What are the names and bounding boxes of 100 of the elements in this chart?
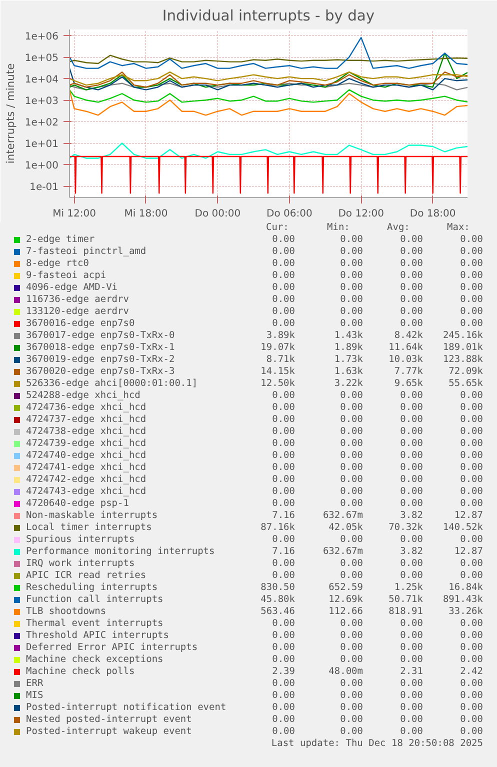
text: 0.00 <box>460 474 483 485</box>
text: 0.00 <box>271 642 295 654</box>
text: 0.00 <box>400 498 423 509</box>
text: 2.39 <box>271 666 295 678</box>
text: 0.00 <box>340 450 363 461</box>
text: 70.32k <box>388 522 423 533</box>
y-tick-label: 1e+00 <box>24 160 59 172</box>
text: 0.00 <box>400 678 423 689</box>
text: 0.00 <box>400 558 423 569</box>
text: 16.84k <box>448 582 483 593</box>
legend-label: APIC ICR read retries <box>26 570 146 582</box>
text: 0.00 <box>271 258 295 270</box>
legend-label: Threshold APIC interrupts <box>26 630 169 642</box>
text: 1.43k <box>334 330 363 341</box>
legend-label: ERR <box>26 678 44 690</box>
text: 3.82 <box>400 546 423 557</box>
text: 0.00 <box>271 678 295 690</box>
text: 0.00 <box>400 318 423 329</box>
text: 12.50k <box>260 378 295 390</box>
text: 0.00 <box>340 306 363 317</box>
text: 0.00 <box>400 270 423 281</box>
text: 3.22k <box>334 378 363 389</box>
text: 0.00 <box>271 474 295 486</box>
text: 1.63k <box>334 366 363 377</box>
text: Avg: <box>387 222 410 234</box>
text: 0.00 <box>340 474 363 485</box>
legend-label: 4724738-edge xhci_hcd <box>26 426 146 438</box>
text: 0.00 <box>460 390 483 401</box>
legend-label: 3670018-edge enp7s0-TxRx-1 <box>26 342 175 354</box>
text: 0.00 <box>271 294 295 306</box>
text: 0.00 <box>340 402 363 413</box>
text: 9.65k <box>394 378 423 389</box>
text: 140.52k <box>442 522 483 533</box>
text: 1.73k <box>334 354 363 365</box>
text: 0.00 <box>460 234 483 245</box>
text: 0.00 <box>460 642 483 653</box>
text: 0.00 <box>340 294 363 305</box>
text: 0.00 <box>400 486 423 497</box>
legend-label: Posted-interrupt notification event <box>26 702 226 714</box>
text: 8.71k <box>265 354 295 366</box>
text: 1.89k <box>334 342 363 353</box>
text: 0.00 <box>271 654 295 666</box>
text: 0.00 <box>460 630 483 641</box>
text: 0.00 <box>460 258 483 269</box>
text: Last update: Thu Dec 18 20:50:08 2025 <box>270 738 483 750</box>
text: 0.00 <box>340 390 363 401</box>
text: 0.00 <box>340 726 363 737</box>
text: 0.00 <box>271 390 295 402</box>
text: Min: <box>327 222 350 234</box>
text: 0.00 <box>460 438 483 449</box>
text: 0.00 <box>340 642 363 653</box>
y-tick-label: 1e+05 <box>24 53 59 64</box>
legend-label: 9-fasteoi acpi <box>26 270 106 282</box>
legend-label: MIS <box>26 690 44 702</box>
text: 0.00 <box>400 462 423 473</box>
text: 0.00 <box>271 426 295 438</box>
text: 0.00 <box>271 690 295 702</box>
legend-label: Rescheduling interrupts <box>26 582 158 594</box>
x-tick-label: Do 12:00 <box>338 208 384 220</box>
text: 0.00 <box>340 438 363 449</box>
legend-label: Local timer interrupts <box>26 522 152 534</box>
text: 0.00 <box>340 498 363 509</box>
text: 0.00 <box>460 402 483 413</box>
legend-label: 4720640-edge psp-1 <box>26 498 129 510</box>
text: 0.00 <box>271 702 295 714</box>
text: 0.00 <box>271 402 295 414</box>
x-tick-label: Do 18:00 <box>410 208 456 220</box>
text: 0.00 <box>340 246 363 257</box>
text: 818.91 <box>388 606 423 617</box>
text: 0.00 <box>271 450 295 462</box>
text: 0.00 <box>460 450 483 461</box>
text: 0.00 <box>340 486 363 497</box>
text: 0.00 <box>271 498 295 510</box>
text: 0.00 <box>271 414 295 426</box>
y-tick-label: 1e+06 <box>24 32 59 43</box>
text: 0.00 <box>400 534 423 545</box>
legend-label: Performance monitoring interrupts <box>26 546 215 558</box>
text: 0.00 <box>271 282 295 294</box>
legend-label: 4724737-edge xhci_hcd <box>26 414 146 426</box>
text: 0.00 <box>460 558 483 569</box>
text: 0.00 <box>271 234 295 246</box>
text: 11.64k <box>388 342 423 353</box>
text: 0.00 <box>460 570 483 581</box>
text: 0.00 <box>400 690 423 701</box>
legend-label: IRQ work interrupts <box>26 558 135 570</box>
text: 0.00 <box>271 558 295 570</box>
legend-label: 526336-edge ahci[0000:01:00.1] <box>26 378 198 390</box>
legend-label: 3670017-edge enp7s0-TxRx-0 <box>26 330 175 342</box>
legend-label: Machine check exceptions <box>26 654 164 666</box>
legend-label: 4724743-edge xhci_hcd <box>26 486 146 498</box>
legend-label: 2-edge timer <box>26 234 95 246</box>
y-tick-label: 1e+04 <box>24 74 59 86</box>
text: 112.66 <box>328 606 363 617</box>
y-tick-label: 1e+02 <box>24 118 59 129</box>
text: 189.01k <box>442 342 483 353</box>
text: 0.00 <box>271 714 295 726</box>
text: 12.87 <box>454 546 483 557</box>
text: 0.00 <box>460 654 483 665</box>
text: 123.88k <box>442 354 483 365</box>
legend-label: Posted-interrupt wakeup event <box>26 726 192 738</box>
